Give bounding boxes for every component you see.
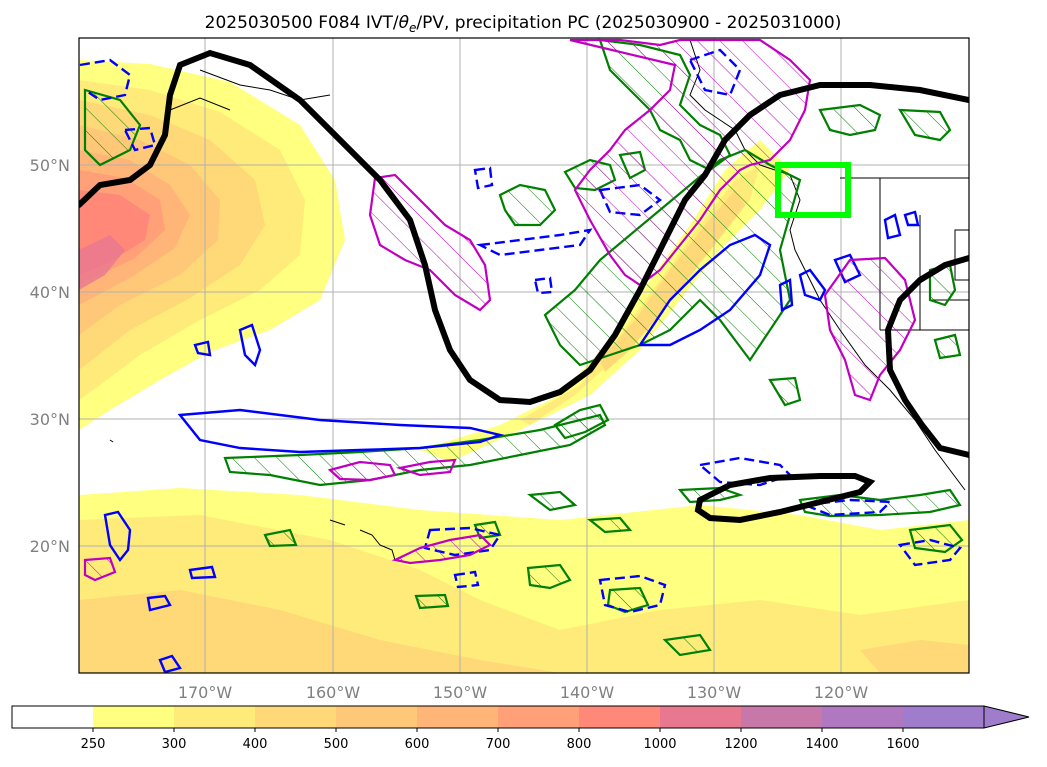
colorbar-tick-label: 400 — [243, 737, 268, 752]
theta-e-contours — [79, 49, 969, 524]
lat-tick-50: 50°N — [30, 156, 70, 175]
map-panel — [79, 38, 969, 673]
highlight-box — [775, 162, 851, 218]
lon-tick-130w: 130°W — [687, 683, 742, 702]
colorbar-tick-label: 1200 — [724, 737, 757, 752]
lon-axis: 170°W 160°W 150°W 140°W 130°W 120°W — [178, 683, 869, 702]
colorbar-tick-label: 600 — [405, 737, 430, 752]
lat-tick-20: 20°N — [30, 537, 70, 556]
colorbar-tick-label: 300 — [162, 737, 187, 752]
colorbar-swatch — [741, 706, 823, 728]
lon-tick-160w: 160°W — [306, 683, 361, 702]
colorbar: 250 300 400 500 600 700 800 1000 1200 1400 1600 — [11, 705, 1030, 752]
lon-tick-170w: 170°W — [178, 683, 233, 702]
colorbar-tick-label: 250 — [81, 737, 106, 752]
colorbar-swatch — [417, 706, 499, 728]
colorbar-swatch — [12, 706, 94, 728]
ivt-band-south — [79, 488, 969, 673]
colorbar-swatch — [174, 706, 256, 728]
colorbar-tick-label: 500 — [324, 737, 349, 752]
colorbar-tick-label: 700 — [486, 737, 511, 752]
colorbar-swatch — [255, 706, 337, 728]
colorbar-swatch — [822, 706, 904, 728]
colorbar-tick-label: 800 — [567, 737, 592, 752]
colorbar-extend-arrow — [983, 705, 1030, 729]
ivt-plume-northwest — [79, 60, 345, 430]
colorbar-tick-label: 1600 — [886, 737, 919, 752]
colorbar-swatch — [903, 706, 985, 728]
lon-tick-150w: 150°W — [433, 683, 488, 702]
lat-axis: 20°N 30°N 40°N 50°N — [30, 156, 70, 556]
colorbar-swatch — [579, 706, 661, 728]
chart-title: 2025030500 F084 IVT/θe/PV, precipitation… — [205, 13, 842, 35]
map-frame — [78, 37, 970, 674]
colorbar-swatch — [336, 706, 418, 728]
lon-tick-140w: 140°W — [560, 683, 615, 702]
colorbar-tick-label: 1400 — [805, 737, 838, 752]
colorbar-swatch — [660, 706, 742, 728]
lon-tick-120w: 120°W — [814, 683, 869, 702]
lat-tick-40: 40°N — [30, 283, 70, 302]
colorbar-swatch — [498, 706, 580, 728]
colorbar-swatch — [93, 706, 175, 728]
lat-tick-30: 30°N — [30, 410, 70, 429]
colorbar-tick-label: 1000 — [643, 737, 676, 752]
